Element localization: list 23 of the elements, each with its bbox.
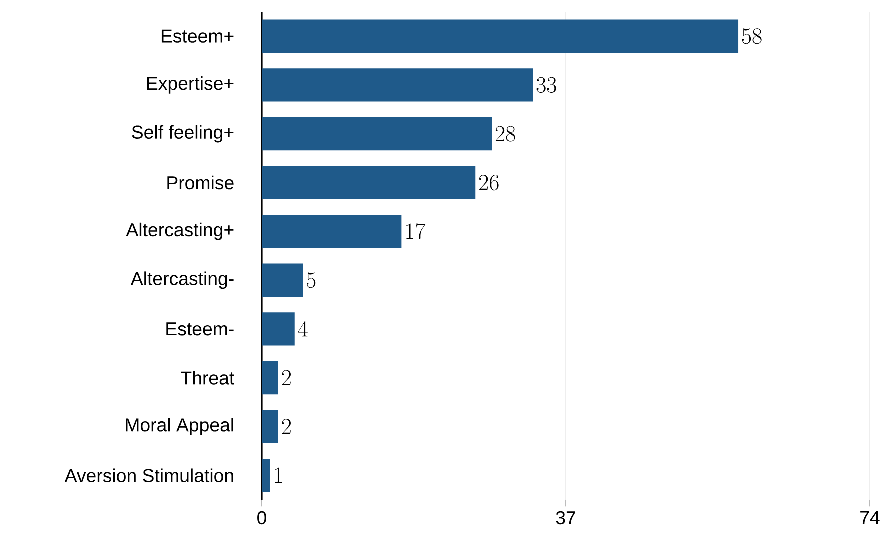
x-tick-label: 0: [258, 511, 266, 525]
y-tick-label: Self feeling+: [132, 125, 234, 143]
y-tick-label: Altercasting-: [130, 272, 234, 290]
y-tick-label: Expertise+: [147, 76, 234, 94]
data-label: 28: [496, 126, 516, 142]
y-tick-label: Altercasting+: [126, 222, 234, 240]
data-label: 26: [480, 175, 499, 191]
data-label: 4: [298, 321, 308, 337]
y-tick-label: Threat: [181, 371, 234, 385]
data-label: 2: [282, 370, 291, 386]
y-tick-label: Aversion Stimulation: [64, 468, 234, 482]
x-tick-label: 74: [860, 511, 880, 524]
data-label: 5: [306, 272, 316, 288]
y-tick-label: Esteem+: [162, 30, 234, 43]
data-label: 1: [275, 468, 282, 484]
data-label: 33: [536, 77, 556, 93]
y-tick-label: Moral Appeal: [126, 418, 234, 436]
x-tick-label: 37: [556, 511, 576, 525]
y-tick-label: Promise: [168, 176, 234, 190]
data-label: 2: [282, 418, 291, 434]
data-label: 58: [742, 28, 762, 44]
data-label: 17: [406, 223, 426, 240]
y-tick-label: Esteem-: [166, 322, 234, 336]
